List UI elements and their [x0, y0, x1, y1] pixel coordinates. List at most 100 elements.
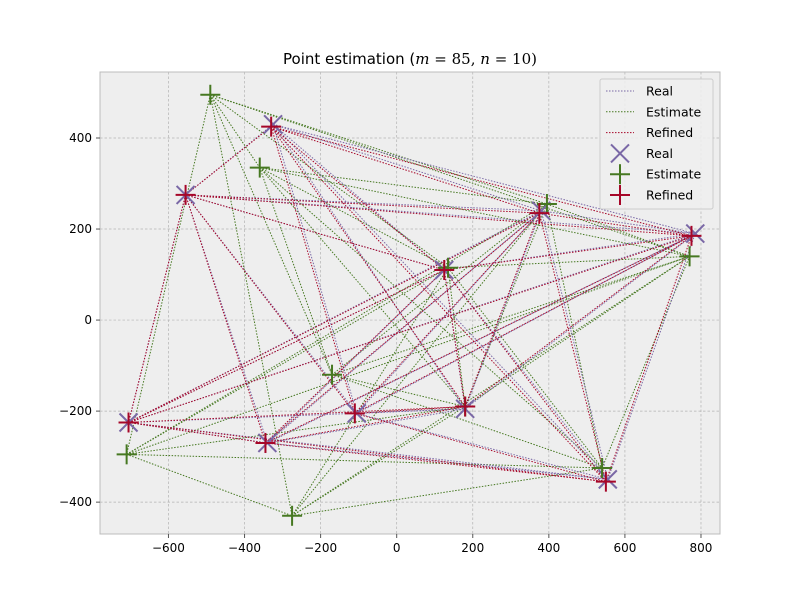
refined-edge: [464, 235, 692, 407]
legend-label: Estimate: [646, 104, 702, 119]
legend-item-real-marker: Real: [610, 143, 673, 164]
estimate-edge: [259, 167, 333, 375]
real-edge: [185, 194, 542, 212]
y-tick-label: −200: [59, 404, 92, 418]
estimate-edge: [126, 453, 603, 469]
chart-title-n-value: = 10): [490, 50, 537, 68]
real-edge: [128, 210, 542, 423]
refined-edge: [185, 194, 356, 414]
legend-label: Refined: [646, 125, 693, 140]
refined-edge: [538, 212, 607, 482]
legend-estimate-marker: [610, 164, 630, 185]
estimate-edge: [259, 167, 449, 269]
axes-frame: [99, 71, 721, 535]
refined-edge: [270, 126, 607, 482]
refined-edge: [605, 235, 692, 482]
x-tick-label: 200: [461, 541, 484, 555]
refined-edge: [128, 212, 540, 423]
refined-edge: [271, 126, 540, 214]
estimate-edge: [210, 94, 449, 269]
refined-edge: [128, 421, 606, 483]
estimate-edge: [331, 374, 603, 469]
estimate-edge: [291, 267, 449, 517]
chart-title-m-var: m: [415, 50, 429, 68]
refined-edge: [185, 194, 540, 214]
refined-edge: [185, 194, 266, 444]
legend: Real Estimate Refined Real Estimate Refined: [599, 78, 714, 210]
real-point: [685, 223, 705, 244]
real-edge: [540, 210, 609, 480]
legend-label: Real: [646, 146, 673, 161]
refined-point: [118, 412, 139, 433]
real-edge: [443, 269, 609, 480]
real-edge: [128, 421, 608, 480]
real-edge: [272, 124, 358, 414]
estimate-point: [249, 157, 270, 178]
estimate-edge: [464, 203, 548, 407]
legend-label: Real: [646, 84, 673, 99]
estimate-edge: [291, 406, 466, 517]
estimate-edge: [331, 374, 466, 408]
refined-edge: [354, 406, 466, 414]
refined-edge: [265, 442, 606, 483]
refined-edge: [271, 126, 692, 237]
refined-edge: [128, 421, 266, 444]
x-tick-label: 800: [690, 541, 713, 555]
estimate-edge: [464, 255, 690, 407]
refined-edge: [265, 235, 692, 444]
estimate-point: [282, 505, 303, 526]
estimate-point: [116, 444, 137, 465]
y-tick-label: 200: [69, 222, 92, 236]
refined-point: [344, 403, 365, 424]
edges: [126, 94, 696, 517]
legend-refined-marker: [610, 185, 630, 205]
refined-edge: [444, 235, 692, 271]
x-tick-label: 0: [393, 541, 401, 555]
estimate-edge: [291, 203, 548, 517]
estimate-edge: [601, 256, 691, 469]
estimate-point: [200, 84, 221, 105]
refined-point: [175, 184, 196, 205]
estimate-edge: [126, 267, 449, 455]
refined-edge: [265, 212, 540, 444]
estimate-edge: [546, 203, 690, 257]
refined-point: [681, 225, 702, 246]
y-tick-label: 400: [69, 131, 92, 145]
estimate-edge: [447, 267, 466, 407]
x-tick-label: −200: [304, 541, 337, 555]
estimate-point: [438, 257, 459, 278]
real-edge: [607, 233, 696, 480]
estimate-edge: [126, 203, 548, 455]
estimate-edge: [126, 453, 293, 517]
real-edge: [356, 408, 466, 414]
estimate-edge: [259, 167, 603, 469]
refined-edge: [185, 194, 692, 237]
refined-edge: [270, 126, 445, 271]
estimate-point: [322, 364, 343, 385]
x-tick-label: −600: [152, 541, 185, 555]
chart-title-n-var: n: [480, 50, 490, 68]
x-tick-label: −400: [228, 541, 261, 555]
refined-edge: [354, 412, 607, 483]
real-edge: [464, 233, 696, 410]
y-tick-label: 0: [84, 313, 92, 327]
legend-item-refined-marker: Refined: [610, 185, 693, 205]
legend-item-estimate-line: Estimate: [606, 104, 702, 119]
y-tick-label: −400: [59, 495, 92, 509]
refined-edge: [185, 126, 272, 196]
estimate-point: [592, 458, 613, 478]
refined-point: [595, 471, 616, 492]
refined-edge: [354, 212, 540, 414]
estimate-edge: [210, 94, 690, 257]
x-tick-label: 400: [537, 541, 560, 555]
legend-label: Refined: [646, 188, 693, 203]
real-edge: [128, 408, 466, 423]
legend-label: Estimate: [646, 167, 702, 182]
refined-point: [455, 396, 476, 417]
legend-real-marker: [610, 143, 630, 164]
real-edge: [267, 408, 466, 444]
refined-edge: [265, 269, 445, 444]
real-edge: [272, 123, 696, 235]
chart-title-m-value: = 85,: [430, 50, 481, 68]
